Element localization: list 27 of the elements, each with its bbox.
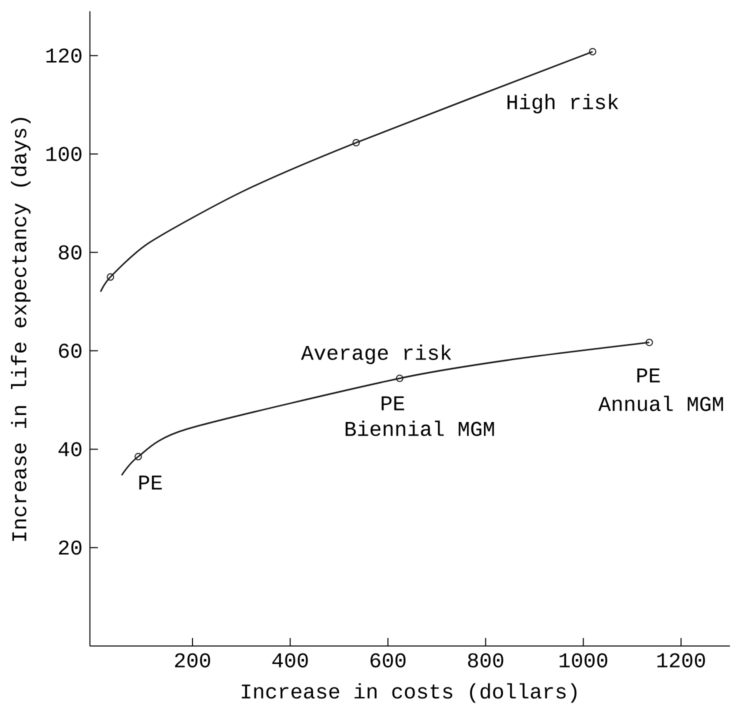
x-axis-title: Increase in costs (dollars) (242, 683, 576, 703)
y-axis-title: Increase in life expectancy (days) (10, 118, 31, 541)
x-tick-label: 1200 (657, 653, 705, 668)
x-tick-label: 1000 (560, 653, 608, 668)
annotation: PE (637, 368, 660, 382)
y-tick-label: 120 (46, 48, 82, 63)
x-tick-label: 200 (175, 653, 210, 668)
point (106, 273, 114, 281)
y-tick-label: 100 (46, 146, 82, 162)
annotation: PE (139, 476, 162, 490)
annotation: Annual MGM (598, 396, 723, 412)
series-label: High risk (508, 94, 618, 114)
series-label: Average risk (301, 344, 452, 364)
x-tick-label: 800 (468, 653, 504, 668)
point (396, 374, 404, 382)
annotation: Biennial MGM (346, 420, 494, 436)
y-tick-label: 20 (58, 540, 82, 555)
x-tick-label: 600 (370, 653, 406, 668)
point (134, 452, 142, 460)
point (646, 338, 653, 346)
x-tick-label: 400 (272, 653, 308, 668)
y-tick-label: 40 (58, 442, 82, 456)
annotation: PE (382, 396, 404, 410)
point (588, 48, 596, 56)
point (352, 138, 360, 146)
y-tick-label: 60 (59, 344, 82, 358)
y-tick-label: 80 (58, 245, 82, 260)
